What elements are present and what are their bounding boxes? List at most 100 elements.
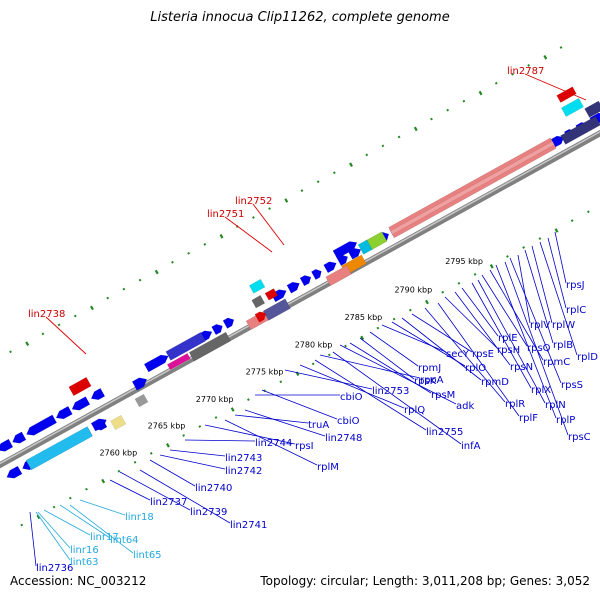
tick-mark	[327, 353, 331, 357]
gene-arrow	[143, 354, 169, 373]
gene-label-lin2736: lin2736	[36, 563, 73, 574]
scale-tick-label: 2765 kbp	[148, 422, 186, 431]
gene-label-rplR: rplR	[505, 399, 525, 410]
genome-summary-text: Topology: circular; Length: 3,011,208 bp…	[260, 574, 590, 588]
gene-label-lint65: lint65	[133, 550, 162, 561]
backbone-line	[0, 129, 600, 469]
gene-leader	[524, 249, 554, 344]
gene-label-rpsH: rpsH	[497, 345, 520, 356]
tick-mark	[219, 234, 224, 239]
gene-arrow	[0, 438, 14, 452]
gene-leader	[437, 302, 520, 417]
scale-tick-label: 2780 kbp	[295, 340, 333, 349]
gene-leader	[314, 359, 427, 431]
gene-label-rplF: rplF	[519, 413, 538, 424]
gene-label-rpoA: rpoA	[420, 375, 444, 386]
gene-label-rplC: rplC	[566, 305, 586, 316]
gene-leader	[169, 449, 226, 457]
tick-mark	[587, 210, 590, 214]
tick-mark	[90, 305, 94, 311]
gene-leader	[284, 369, 373, 390]
tick-mark	[68, 496, 72, 500]
gene-label-rpsQ: rpsQ	[527, 343, 551, 354]
gene-leader	[244, 409, 326, 437]
scale-tick-label: 2785 kbp	[345, 313, 383, 322]
gene-leader	[299, 364, 405, 409]
tick-mark	[554, 228, 559, 233]
gene-label-lin2755: lin2755	[426, 427, 463, 438]
tick-mark	[473, 273, 477, 276]
gene-label-rplM: rplM	[317, 462, 339, 473]
gene-leader	[349, 342, 432, 394]
pseudo-label-lin2738: lin2738	[28, 309, 65, 320]
gene-leader	[204, 424, 296, 445]
gene-arrow	[71, 396, 91, 411]
gene-label-lin2737: lin2737	[150, 497, 187, 508]
pseudo-label-lin2751: lin2751	[207, 209, 244, 220]
tick-mark	[332, 171, 336, 175]
tick-mark	[122, 287, 126, 291]
tick-mark	[9, 350, 12, 354]
gene-arrow	[248, 278, 266, 294]
gene-leader	[471, 282, 532, 389]
tick-mark	[171, 260, 174, 264]
gene-arrow	[357, 239, 373, 255]
gene-label-linr17: linr17	[90, 532, 119, 543]
gene-label-lin2739: lin2739	[190, 507, 227, 518]
gene-label-cbiO: cbiO	[340, 392, 363, 403]
tick-mark	[101, 478, 106, 484]
gene-arrow	[262, 298, 291, 321]
gene-leader	[411, 313, 473, 353]
gene-label-rpsN: rpsN	[510, 362, 533, 373]
gene-label-rplN: rplN	[545, 400, 566, 411]
pseudo-leader	[252, 203, 285, 246]
gene-arrow	[390, 141, 555, 235]
gene-arrow	[90, 387, 106, 400]
tick-mark	[425, 299, 429, 305]
gene-label-rpsK: rpsK	[414, 376, 437, 387]
gene-leader	[381, 324, 447, 353]
tick-mark	[559, 46, 563, 49]
gene-arrow	[560, 115, 600, 145]
gene-leader	[149, 459, 196, 487]
tick-mark	[441, 290, 445, 294]
scale-labels: 2760 kbp 2765 kbp 2770 kbp 2775 kbp 2780 kbp…	[100, 257, 483, 457]
gene-arrow	[134, 393, 149, 408]
tick-mark	[506, 255, 509, 258]
tick-mark	[365, 153, 369, 157]
gene-label-rpsI: rpsI	[295, 441, 314, 452]
gene-arrow	[131, 377, 148, 391]
gene-leader	[424, 307, 506, 403]
tick-mark	[457, 281, 461, 285]
tick-mark	[138, 278, 142, 282]
accession-text: Accession: NC_003212	[10, 574, 147, 588]
tick-mark	[203, 243, 207, 246]
gene-arrow	[68, 376, 92, 397]
gene-label-rplP: rplP	[556, 415, 575, 426]
gene-leader	[119, 471, 191, 511]
tick-mark	[360, 335, 365, 341]
tick-mark	[349, 162, 353, 167]
tick-mark	[41, 332, 45, 336]
tick-mark	[268, 207, 271, 210]
gene-leader	[481, 274, 528, 347]
gene-arrow	[299, 275, 312, 287]
gene-label-cbiO: cbiO	[337, 416, 360, 427]
gene-arrow	[254, 311, 267, 323]
gene-leader	[159, 454, 226, 470]
gene-label-lin2742: lin2742	[225, 466, 262, 477]
tick-mark	[316, 180, 320, 184]
gene-label-lint64: lint64	[110, 535, 139, 546]
gene-leader	[224, 419, 318, 466]
tick-mark	[20, 523, 24, 527]
gene-label-lin2753: lin2753	[372, 386, 409, 397]
gene-arrow	[325, 265, 352, 287]
gene-arrow	[264, 288, 279, 301]
gene-arrow	[556, 86, 577, 103]
tick-mark	[397, 135, 401, 139]
gene-label-rplO: rplO	[465, 363, 486, 374]
gene-arrow	[311, 269, 322, 280]
gene-arrow	[26, 414, 58, 436]
tick-mark	[311, 362, 315, 366]
